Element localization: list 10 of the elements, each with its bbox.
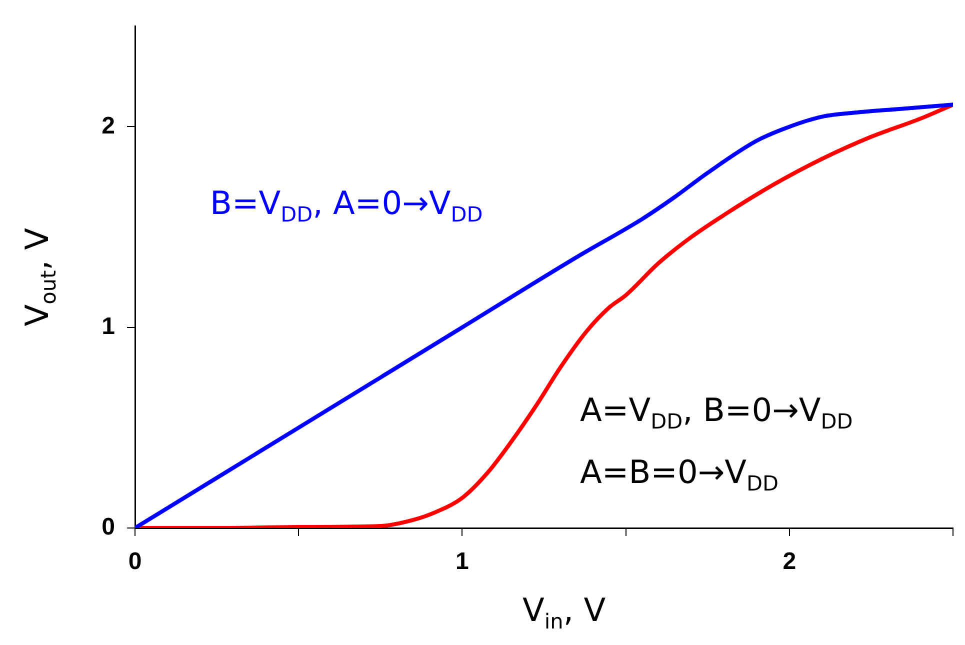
annotation: A=B=0→V$_{DD}$ (580, 453, 779, 496)
x-tick-label: 1 (456, 548, 469, 576)
y-tick-label: 1 (102, 312, 115, 340)
annotation: A=V$_{DD}$, B=0→V$_{DD}$ (580, 391, 853, 434)
y-tick-label: 2 (102, 112, 115, 140)
x-axis-title: V$_{in}$, V (522, 591, 606, 634)
y-tick-label: 0 (102, 514, 115, 541)
x-tick-label: 0 (128, 548, 142, 576)
text: B=V$_{DD}$, A=0→V$_{DD}$ (210, 184, 483, 227)
x-tick-label: 2 (782, 548, 796, 576)
